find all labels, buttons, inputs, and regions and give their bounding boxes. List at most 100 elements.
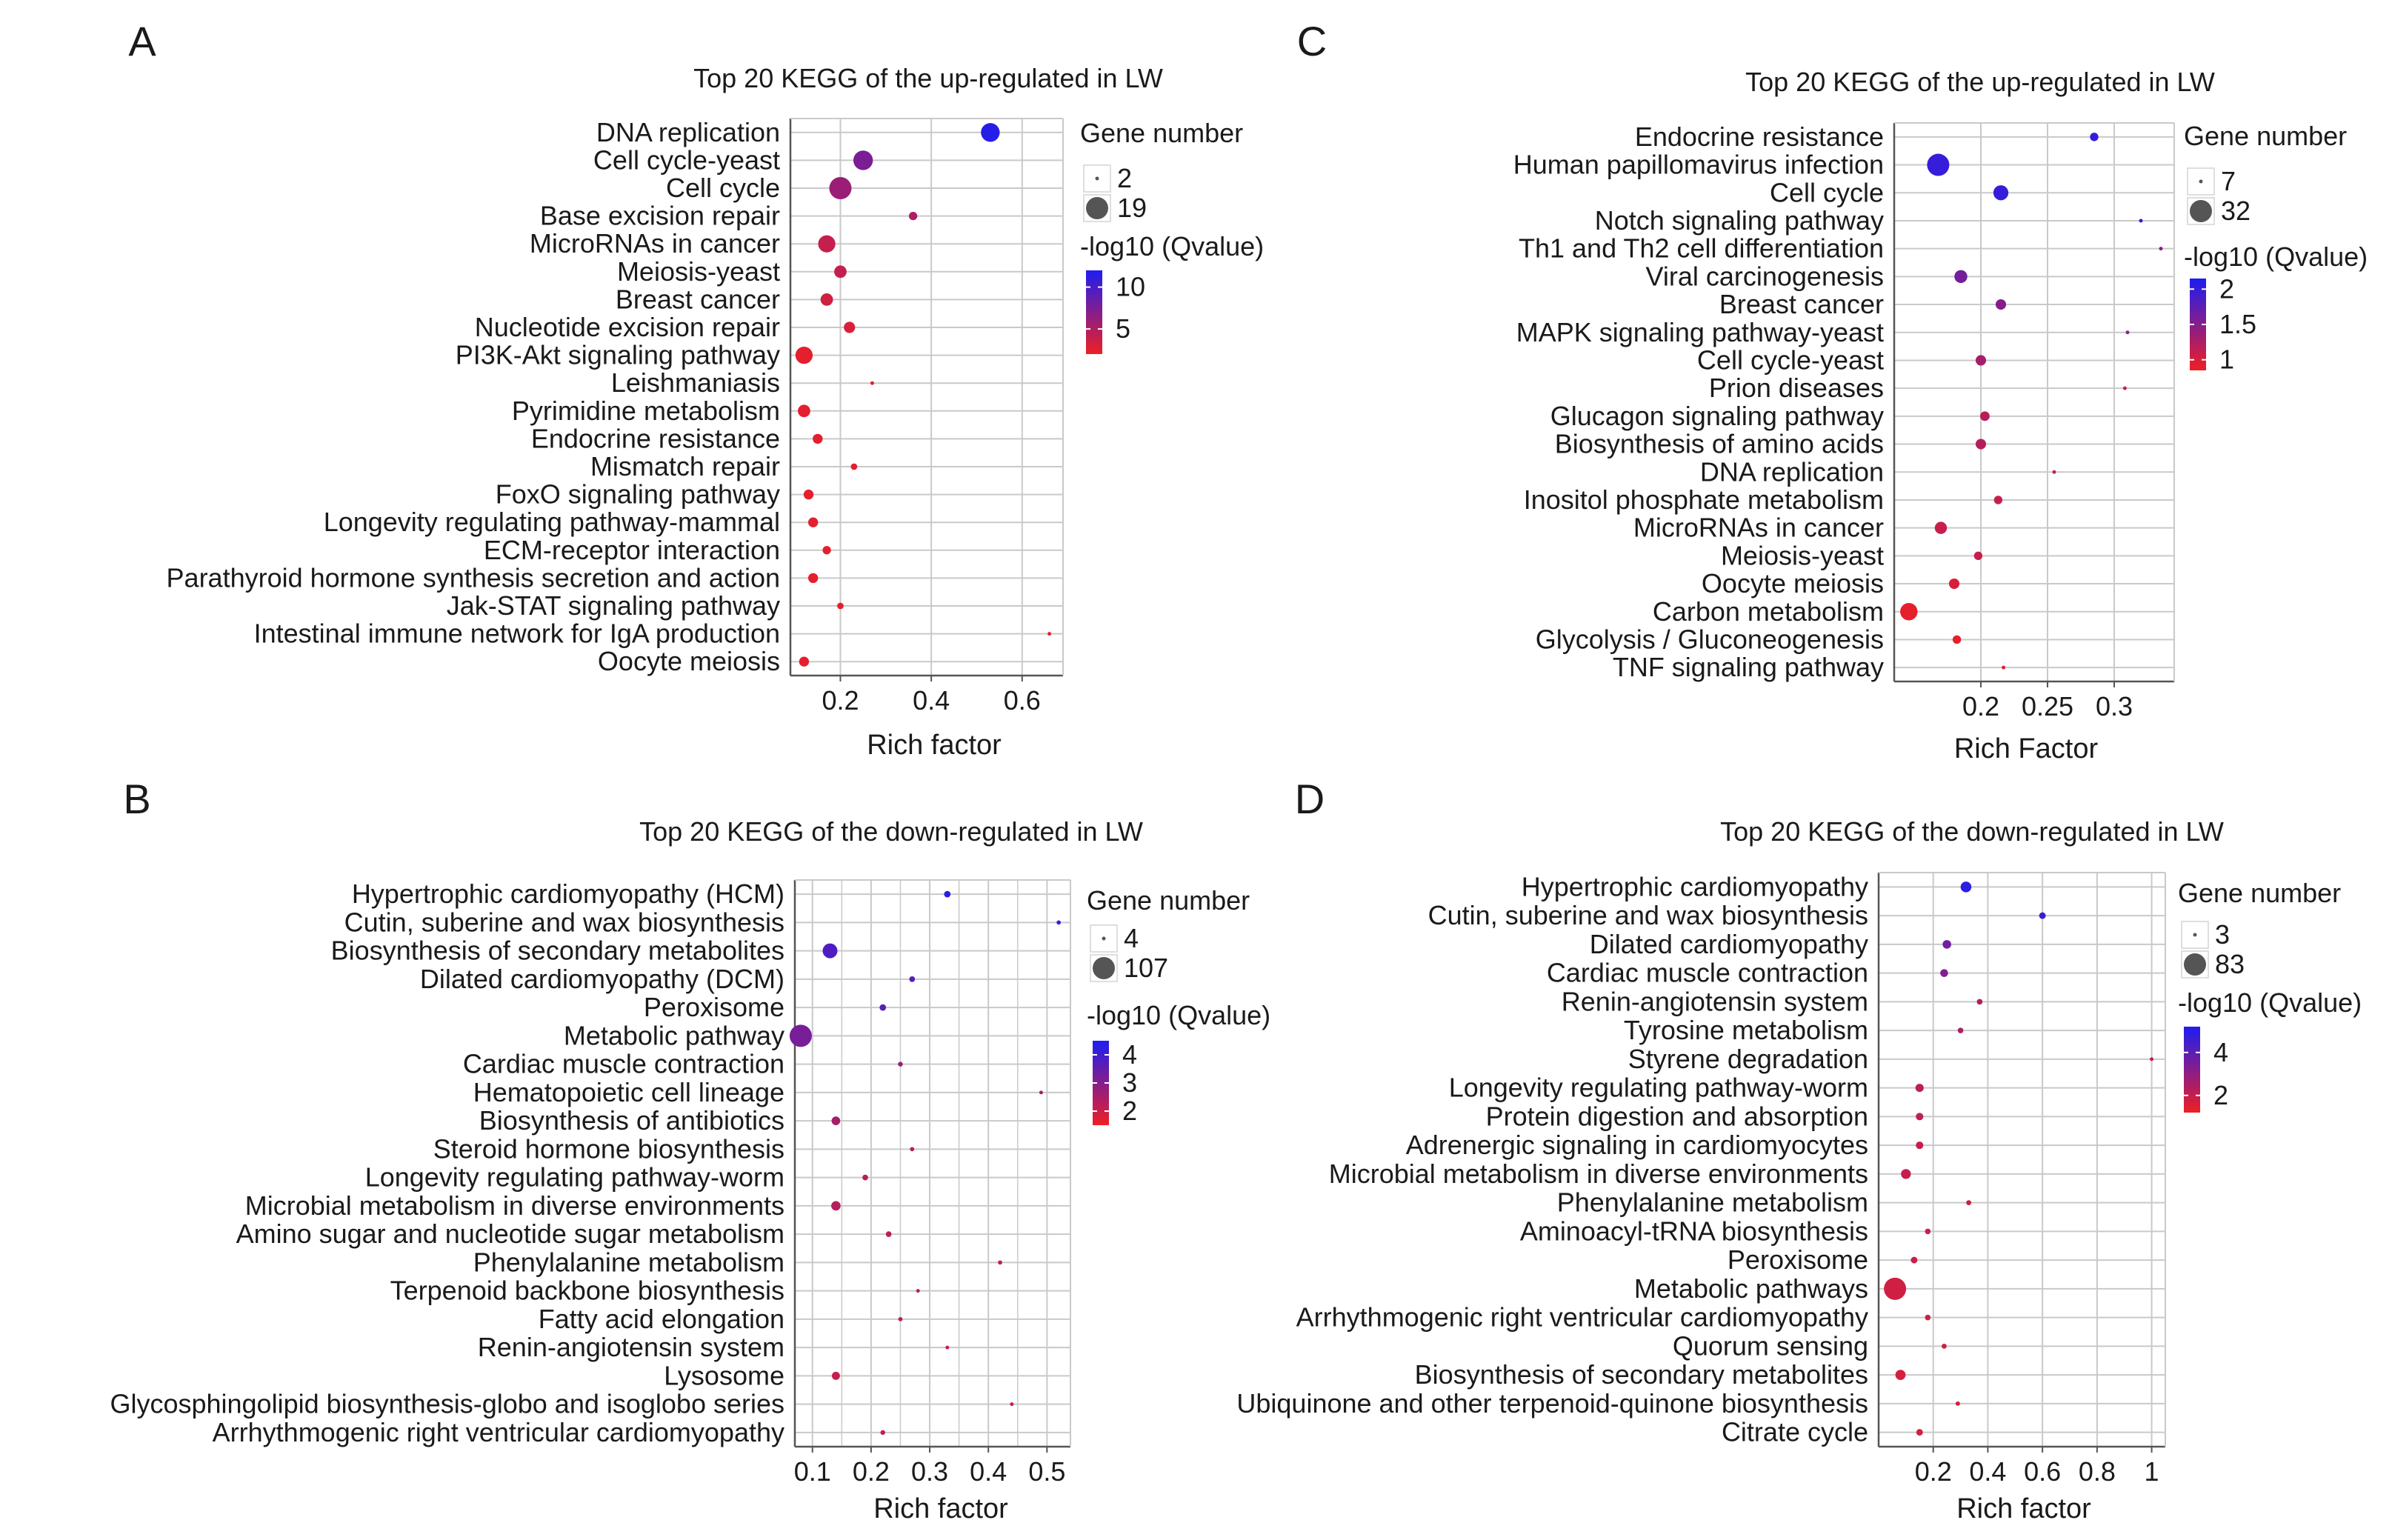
size-legend-dot (2184, 953, 2206, 976)
colorbar-tick-label: 4 (2213, 1037, 2228, 1067)
data-point (910, 1147, 915, 1152)
x-axis-title: Rich factor (1956, 1493, 2091, 1524)
data-point (1934, 521, 1948, 534)
x-tick-label: 0.8 (2079, 1456, 2116, 1487)
data-point (880, 1430, 885, 1436)
category-label: Terpenoid backbone biosynthesis (390, 1276, 784, 1306)
category-label: Cardiac muscle contraction (1547, 958, 1868, 988)
colorbar (1086, 270, 1102, 354)
category-label: Cell cycle-yeast (1697, 344, 1884, 375)
category-label: Tyrosine metabolism (1624, 1015, 1868, 1045)
category-label: Microbial metabolism in diverse environm… (1329, 1159, 1868, 1189)
category-label: Parathyroid hormone synthesis secretion … (167, 562, 780, 593)
data-point (797, 404, 810, 418)
category-label: TNF signaling pathway (1613, 652, 1884, 682)
data-point (1047, 632, 1052, 636)
data-point (1957, 1027, 1964, 1033)
colorbar-tick-label: 2 (2213, 1080, 2228, 1110)
data-point (885, 1231, 892, 1237)
color-legend-title: -log10 (Qvalue) (2178, 987, 2362, 1018)
x-tick-label: 0.1 (794, 1456, 831, 1487)
data-point (1916, 1429, 1923, 1436)
plot-area (1879, 873, 2165, 1447)
data-point (898, 1061, 903, 1067)
data-point (822, 546, 831, 555)
data-point (1973, 551, 1983, 561)
data-point (1927, 153, 1950, 176)
data-point (1916, 1113, 1924, 1121)
x-tick-label: 0.2 (1962, 691, 1999, 721)
category-label: MicroRNAs in cancer (530, 228, 780, 259)
data-point (820, 293, 833, 306)
size-legend-dot (1086, 197, 1108, 219)
color-legend-title: -log10 (Qvalue) (1087, 1000, 1270, 1030)
data-point (831, 1116, 841, 1125)
data-point (850, 463, 858, 470)
size-legend-value: 107 (1124, 953, 1168, 983)
category-label: Breast cancer (616, 284, 780, 314)
colorbar-tick-label: 2 (2219, 273, 2234, 304)
size-legend-dot (2193, 933, 2197, 937)
colorbar (2184, 1027, 2200, 1113)
size-legend-dot (1102, 936, 1106, 941)
x-tick-label: 0.4 (1969, 1456, 2006, 1487)
category-label: DNA replication (596, 117, 780, 147)
category-label: Peroxisome (644, 992, 784, 1022)
category-label: Pyrimidine metabolism (512, 396, 780, 426)
data-point (2159, 247, 2163, 251)
plot-area (1894, 123, 2174, 681)
category-label: Meiosis-yeast (1721, 540, 1884, 570)
category-label: Fatty acid elongation (539, 1304, 784, 1334)
category-label: Biosynthesis of amino acids (1555, 429, 1884, 459)
category-label: Dilated cardiomyopathy (DCM) (420, 964, 784, 994)
category-label: Arrhythmogenic right ventricular cardiom… (213, 1417, 784, 1447)
category-label: Dilated cardiomyopathy (1590, 929, 1868, 959)
size-legend-value: 32 (2221, 196, 2251, 226)
data-point (879, 1004, 887, 1011)
plot-area (790, 119, 1063, 676)
chart-title: Top 20 KEGG of the up-regulated in LW (1745, 67, 2215, 97)
data-point (898, 1316, 903, 1321)
data-point (1056, 920, 1062, 925)
chart-title: Top 20 KEGG of the down-regulated in LW (1720, 816, 2224, 847)
data-point (1966, 1200, 1972, 1206)
category-label: Cutin, suberine and wax biosynthesis (1428, 900, 1868, 930)
data-point (908, 211, 918, 221)
data-point (1955, 1401, 1960, 1406)
x-tick-label: 0.2 (822, 685, 859, 716)
data-point (1942, 1343, 1947, 1349)
category-label: Oocyte meiosis (598, 646, 780, 676)
data-point (2039, 912, 2046, 919)
category-label: Quorum sensing (1673, 1330, 1868, 1361)
data-point (1948, 578, 1960, 590)
data-point (2125, 330, 2130, 335)
data-point (1954, 270, 1968, 284)
data-point (1975, 355, 1987, 366)
data-point (1010, 1402, 1014, 1407)
x-tick-label: 0.6 (2024, 1456, 2061, 1487)
category-label: Protein digestion and absorption (1486, 1101, 1868, 1131)
category-label: Metabolic pathways (1634, 1273, 1868, 1304)
category-label: Hematopoietic cell lineage (473, 1077, 784, 1107)
category-label: Glycolysis / Gluconeogenesis (1536, 624, 1884, 654)
data-point (1993, 496, 2003, 504)
data-point (2002, 665, 2006, 670)
data-point (944, 890, 951, 898)
category-label: Microbial metabolism in diverse environm… (245, 1190, 784, 1221)
data-point (2090, 133, 2099, 141)
category-label: Longevity regulating pathway-worm (1449, 1073, 1868, 1103)
data-point (1993, 185, 2009, 201)
category-label: Metabolic pathway (564, 1020, 784, 1050)
data-point (822, 943, 838, 959)
category-label: Adrenergic signaling in cardiomyocytes (1406, 1130, 1868, 1160)
category-label: Renin-angiotensin system (1562, 986, 1868, 1016)
category-label: Lysosome (664, 1360, 784, 1390)
data-point (2122, 386, 2127, 390)
data-point (870, 381, 874, 385)
category-label: Mismatch repair (590, 451, 780, 481)
panel-label: B (123, 776, 150, 822)
category-label: MAPK signaling pathway-yeast (1516, 317, 1884, 347)
category-label: Cell cycle (666, 173, 780, 203)
data-point (829, 177, 852, 199)
